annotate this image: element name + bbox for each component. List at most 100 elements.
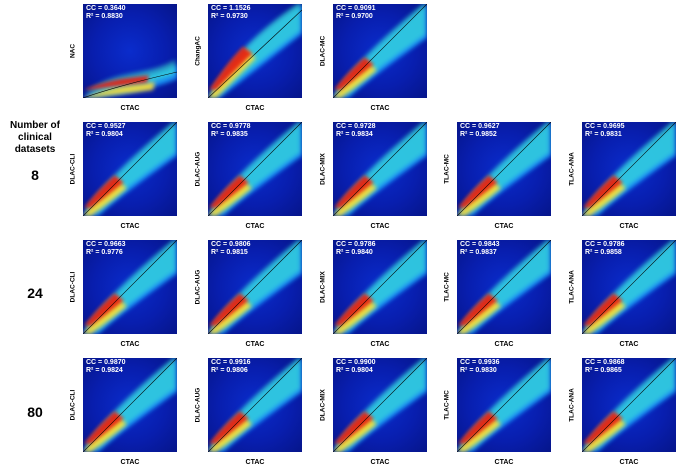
r-squared: R² = 0.9834	[336, 131, 373, 138]
density-core-yellow	[457, 416, 501, 452]
reference-line	[333, 122, 427, 216]
y-axis-label-text: TLAC-MC	[443, 272, 451, 302]
reference-line	[457, 240, 551, 334]
y-axis-label-text: DLAC-CLI	[69, 389, 77, 421]
y-axis-label: DLAC-CLI	[66, 122, 80, 216]
x-axis-label: CTAC	[120, 105, 140, 112]
reference-line	[208, 122, 302, 216]
reference-line	[208, 358, 302, 452]
correlation-coefficient: CC = 0.9900	[336, 359, 376, 366]
r-squared: R² = 0.9776	[86, 249, 123, 256]
y-axis-label: DLAC-AUG	[191, 240, 205, 334]
density-plot: CC = 0.9091 R² = 0.9700	[333, 4, 427, 98]
density-core-red	[84, 175, 124, 208]
y-axis-label-text: DLAC-MIX	[319, 153, 327, 185]
r-squared: R² = 0.8830	[86, 13, 123, 20]
density-core-red	[84, 75, 149, 90]
correlation-coefficient: CC = 0.9870	[86, 359, 126, 366]
reference-line	[582, 240, 676, 334]
density-scatter	[208, 122, 302, 216]
correlation-coefficient: CC = 0.9786	[585, 241, 625, 248]
density-scatter	[208, 240, 302, 334]
density-plot: CC = 0.3640 R² = 0.8830	[83, 4, 177, 98]
x-axis-label: CTAC	[245, 223, 265, 230]
density-plot: CC = 0.9916 R² = 0.9806	[208, 358, 302, 452]
density-scatter	[83, 240, 177, 334]
correlation-coefficient: CC = 0.9936	[460, 359, 500, 366]
x-axis-label: CTAC	[370, 459, 390, 466]
y-axis-label: DLAC-MC	[316, 4, 330, 98]
r-squared: R² = 0.9700	[336, 13, 373, 20]
density-core-yellow	[83, 180, 127, 216]
reference-line	[457, 122, 551, 216]
density-core-red	[583, 411, 623, 444]
correlation-coefficient: CC = 0.9627	[460, 123, 500, 130]
correlation-coefficient: CC = 0.9527	[86, 123, 126, 130]
density-scatter	[83, 122, 177, 216]
density-scatter	[457, 122, 551, 216]
density-core-yellow	[582, 298, 626, 334]
density-scatter	[333, 4, 427, 98]
y-axis-label-text: DLAC-AUG	[194, 269, 202, 305]
correlation-coefficient: CC = 0.9695	[585, 123, 625, 130]
density-plot: CC = 0.9870 R² = 0.9824	[83, 358, 177, 452]
density-core-yellow	[208, 50, 256, 98]
density-plot: CC = 0.9786 R² = 0.9858	[582, 240, 676, 334]
density-core-yellow	[333, 298, 377, 334]
density-scatter	[83, 59, 177, 98]
density-core-yellow	[83, 416, 127, 452]
y-axis-label-text: DLAC-MC	[319, 35, 327, 67]
r-squared: R² = 0.9858	[585, 249, 622, 256]
correlation-coefficient: CC = 0.9663	[86, 241, 126, 248]
row-header: Number of clinical datasets	[0, 120, 70, 156]
r-squared: R² = 0.9840	[336, 249, 373, 256]
reference-line	[333, 358, 427, 452]
r-squared: R² = 0.9835	[211, 131, 248, 138]
r-squared: R² = 0.9806	[211, 367, 248, 374]
correlation-coefficient: CC = 0.9778	[211, 123, 251, 130]
y-axis-label: DLAC-MIX	[316, 240, 330, 334]
density-plot: CC = 0.9806 R² = 0.9815	[208, 240, 302, 334]
x-axis-label: CTAC	[245, 341, 265, 348]
density-scatter	[457, 358, 551, 452]
reference-line	[83, 240, 177, 334]
dataset-count-label: 8	[31, 167, 39, 183]
x-axis-label: CTAC	[370, 223, 390, 230]
density-plot: CC = 0.9527 R² = 0.9804	[83, 122, 177, 216]
reference-line	[333, 4, 427, 98]
x-axis-label: CTAC	[120, 459, 140, 466]
y-axis-label: TLAC-MC	[440, 122, 454, 216]
density-core-red	[334, 293, 374, 326]
density-core-yellow	[457, 298, 501, 334]
density-core-red	[209, 175, 249, 208]
density-plot: CC = 0.9786 R² = 0.9840	[333, 240, 427, 334]
y-axis-label-text: DLAC-MIX	[319, 271, 327, 303]
correlation-coefficient: CC = 0.9728	[336, 123, 376, 130]
density-core-red	[583, 175, 623, 208]
y-axis-label: DLAC-AUG	[191, 358, 205, 452]
y-axis-label: DLAC-CLI	[66, 240, 80, 334]
correlation-coefficient: CC = 0.9843	[460, 241, 500, 248]
y-axis-label: DLAC-AUG	[191, 122, 205, 216]
density-core-red	[583, 293, 623, 326]
density-plot: CC = 0.9778 R² = 0.9835	[208, 122, 302, 216]
density-core-yellow	[457, 180, 501, 216]
density-core-yellow	[582, 416, 626, 452]
y-axis-label: NAC	[66, 4, 80, 98]
x-axis-label: CTAC	[370, 341, 390, 348]
x-axis-label: CTAC	[619, 341, 639, 348]
y-axis-label-text: NAC	[69, 43, 77, 59]
density-core-red	[334, 411, 374, 444]
x-axis-label: CTAC	[370, 105, 390, 112]
dataset-count-label: 80	[27, 404, 43, 420]
y-axis-label-text: TLAC-ANA	[568, 388, 576, 422]
y-axis-label: DLAC-CLI	[66, 358, 80, 452]
y-axis-label: TLAC-ANA	[565, 240, 579, 334]
x-axis-label: CTAC	[245, 105, 265, 112]
density-core-red	[458, 411, 498, 444]
density-core-red	[84, 411, 124, 444]
y-axis-label: TLAC-ANA	[565, 122, 579, 216]
y-axis-label-text: TLAC-ANA	[568, 152, 576, 186]
correlation-coefficient: CC = 0.9786	[336, 241, 376, 248]
density-core-yellow	[208, 416, 252, 452]
